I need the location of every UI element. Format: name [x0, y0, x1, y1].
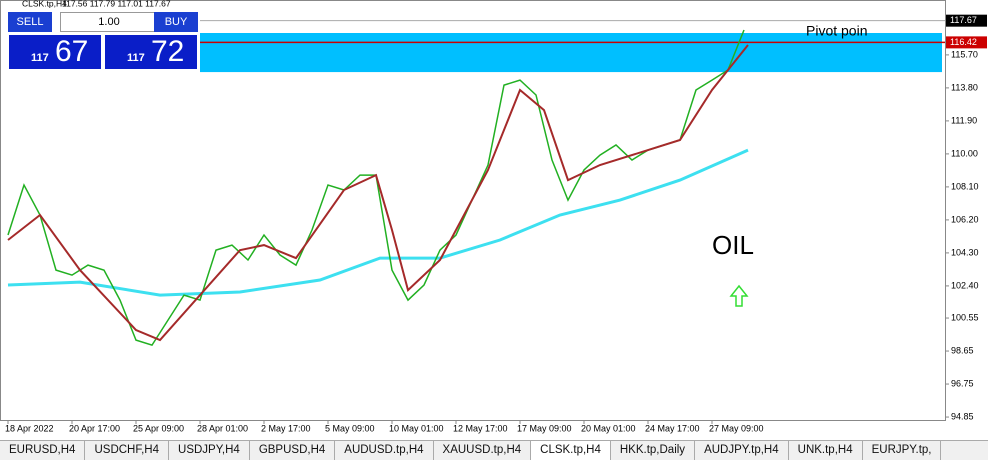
x-tick-label: 10 May 01:00 — [389, 423, 444, 433]
symbol-tab[interactable]: XAUUSD.tp,H4 — [434, 441, 532, 460]
y-tick-label: 94.85 — [951, 411, 974, 421]
y-tick-label: 96.75 — [951, 378, 974, 388]
x-tick-label: 18 Apr 2022 — [5, 423, 54, 433]
ma-fast-line — [7, 44, 749, 342]
y-tick-label: 111.90 — [951, 115, 977, 125]
oil-annotation: OIL — [712, 230, 754, 260]
symbol-tab[interactable]: CLSK.tp,H4 — [531, 441, 611, 460]
symbol-tab[interactable]: HKK.tp,Daily — [611, 441, 696, 460]
bid-big: 117 — [31, 52, 49, 64]
header-ohlc: 117.56 117.79 117.01 117.67 — [62, 0, 171, 8]
y-tick-label: 102.40 — [951, 280, 979, 290]
x-tick-label: 17 May 09:00 — [517, 423, 572, 433]
y-tick-label: 110.00 — [951, 148, 978, 158]
y-tick-label: 108.10 — [951, 181, 979, 191]
symbol-tab[interactable]: GBPUSD,H4 — [250, 441, 336, 460]
y-tick-label: 106.20 — [951, 214, 979, 224]
symbol-tab[interactable]: USDCHF,H4 — [85, 441, 170, 460]
chart: CLSK.tp,H4 117.56 117.79 117.01 117.67 P… — [0, 0, 987, 433]
y-tick-label: 98.65 — [951, 345, 974, 355]
x-tick-label: 2 May 17:00 — [261, 423, 311, 433]
x-tick-label: 28 Apr 01:00 — [197, 423, 248, 433]
pivot-annotation: Pivot poin — [806, 23, 867, 39]
y-tick-label: 113.80 — [951, 82, 978, 92]
x-tick-label: 12 May 17:00 — [453, 423, 508, 433]
sell-button[interactable]: SELL — [8, 12, 52, 32]
bid-quote[interactable]: 117 67 — [8, 34, 102, 70]
current-price-label-box — [946, 14, 987, 27]
x-tick-label: 25 Apr 09:00 — [133, 423, 184, 433]
x-tick-label: 20 May 01:00 — [581, 423, 636, 433]
symbol-tab[interactable]: UNK.tp,H4 — [789, 441, 863, 460]
bid-small: 67 — [55, 35, 89, 68]
x-tick-label: 5 May 09:00 — [325, 423, 375, 433]
ask-quote[interactable]: 117 72 — [104, 34, 198, 70]
symbol-tab[interactable]: EURJPY.tp, — [863, 441, 942, 460]
ma-slow-line — [7, 148, 749, 297]
x-tick-label: 24 May 17:00 — [645, 423, 700, 433]
buy-button[interactable]: BUY — [154, 12, 198, 32]
symbol-tab[interactable]: USDJPY,H4 — [169, 441, 250, 460]
level-label: 116.42 — [950, 37, 977, 47]
tab-bar: EURUSD,H4 USDCHF,H4 USDJPY,H4 GBPUSD,H4 AUDU… — [0, 440, 988, 460]
x-tick-label: 27 May 09:00 — [709, 423, 764, 433]
header-symbol: CLSK.tp,H4 — [22, 0, 67, 8]
y-tick-label: 104.30 — [951, 247, 979, 257]
level-label-box — [946, 36, 987, 49]
symbol-tab[interactable]: EURUSD,H4 — [0, 441, 86, 460]
up-arrow — [729, 284, 749, 307]
ask-big: 117 — [127, 52, 145, 64]
y-tick-label: 100.55 — [951, 312, 979, 322]
x-tick-label: 20 Apr 17:00 — [69, 423, 120, 433]
current-price-label: 117.67 — [950, 15, 977, 25]
symbol-tab[interactable]: AUDJPY.tp,H4 — [695, 441, 789, 460]
ask-small: 72 — [151, 35, 185, 68]
symbol-tab[interactable]: AUDUSD.tp,H4 — [335, 441, 434, 460]
pivot-zone — [200, 33, 942, 73]
volume-input[interactable]: 1.00 — [60, 12, 158, 32]
y-tick-label: 115.70 — [951, 49, 978, 59]
trade-panel: SELL 1.00 BUY 117 67 117 72 — [8, 12, 198, 70]
